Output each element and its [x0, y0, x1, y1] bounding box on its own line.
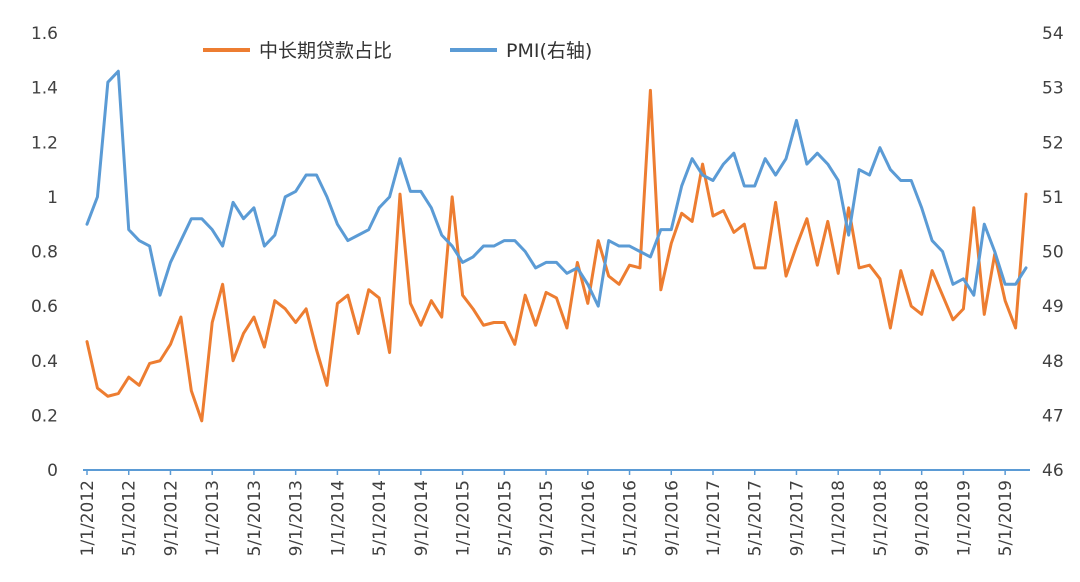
series-line-2 — [85, 69, 1028, 308]
x-tick-label: 5/1/2014 — [370, 480, 390, 556]
x-tick-label: 5/1/2018 — [871, 480, 891, 556]
x-tick-label: 1/1/2014 — [328, 480, 348, 556]
y-tick-label: 0.2 — [31, 406, 58, 426]
y2-tick-label: 49 — [1042, 297, 1064, 317]
x-tick-label: 1/1/2012 — [78, 480, 98, 556]
left-axis-ticks: 0 0.2 0.4 0.6 0.8 1 1.2 1.4 1.6 — [31, 24, 58, 481]
y2-tick-label: 53 — [1042, 79, 1064, 99]
x-tick-label: 1/1/2015 — [454, 480, 474, 556]
x-tick-label: 5/1/2015 — [495, 480, 515, 556]
series-lines — [85, 69, 1028, 423]
legend-label-series-2: PMI(右轴) — [506, 40, 592, 62]
x-tick-label: 1/1/2018 — [829, 480, 849, 556]
y2-tick-label: 47 — [1042, 406, 1064, 426]
x-tick-label: 9/1/2016 — [662, 480, 682, 556]
x-tick-label: 1/1/2013 — [203, 480, 223, 556]
x-tick-label: 1/1/2019 — [954, 480, 974, 556]
legend-label-series-1: 中长期贷款占比 — [259, 40, 392, 62]
legend: 中长期贷款占比 PMI(右轴) — [203, 40, 592, 62]
y-tick-label: 0 — [47, 461, 58, 481]
right-axis-ticks: 46 47 48 49 50 51 52 53 54 — [1042, 24, 1064, 481]
x-tick-label: 9/1/2015 — [537, 480, 557, 556]
y2-tick-label: 54 — [1042, 24, 1064, 44]
y2-tick-label: 46 — [1042, 461, 1064, 481]
y-tick-label: 0.6 — [31, 297, 58, 317]
x-tick-label: 9/1/2014 — [412, 480, 432, 556]
x-tick-label: 5/1/2019 — [996, 480, 1016, 556]
x-tick-label: 5/1/2012 — [120, 480, 140, 556]
y-tick-label: 1.2 — [31, 133, 58, 153]
y2-tick-label: 52 — [1042, 133, 1064, 153]
x-axis-ticks: 1/1/2012 5/1/2012 9/1/2012 1/1/2013 5/1/2013… — [78, 470, 1016, 556]
y-tick-label: 1 — [47, 188, 58, 208]
x-tick-label: 9/1/2013 — [287, 480, 307, 556]
y-tick-label: 0.8 — [31, 243, 58, 263]
x-tick-label: 5/1/2016 — [621, 480, 641, 556]
y-tick-label: 1.6 — [31, 24, 58, 44]
x-tick-label: 1/1/2016 — [579, 480, 599, 556]
y-tick-label: 1.4 — [31, 79, 58, 99]
y2-tick-label: 50 — [1042, 243, 1064, 263]
y2-tick-label: 51 — [1042, 188, 1064, 208]
x-tick-label: 5/1/2013 — [245, 480, 265, 556]
x-tick-label: 9/1/2017 — [787, 480, 807, 556]
x-tick-label: 9/1/2012 — [161, 480, 181, 556]
x-tick-label: 5/1/2017 — [746, 480, 766, 556]
series-line-1 — [85, 88, 1028, 423]
x-tick-label: 9/1/2018 — [913, 480, 933, 556]
x-tick-label: 1/1/2017 — [704, 480, 724, 556]
y2-tick-label: 48 — [1042, 352, 1064, 372]
y-tick-label: 0.4 — [31, 352, 58, 372]
